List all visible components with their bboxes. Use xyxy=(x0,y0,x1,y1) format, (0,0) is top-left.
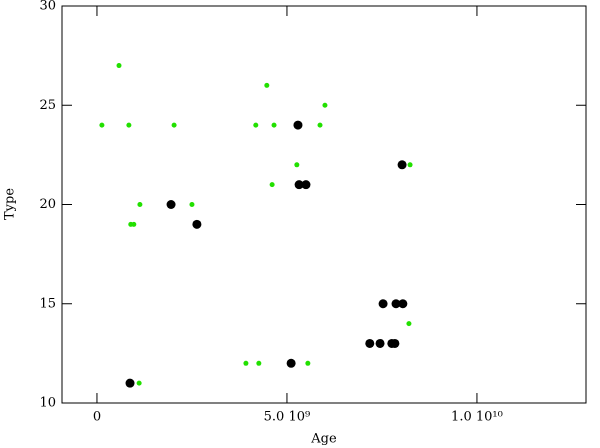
y-tick-label: 25 xyxy=(39,98,56,113)
point xyxy=(301,180,311,190)
point xyxy=(171,122,177,128)
point xyxy=(166,200,176,209)
point xyxy=(390,338,400,348)
point xyxy=(391,299,401,309)
point xyxy=(322,102,328,108)
point xyxy=(256,360,262,366)
point xyxy=(407,162,413,168)
point xyxy=(271,122,277,128)
point xyxy=(398,299,408,309)
point xyxy=(378,299,388,309)
point xyxy=(125,378,135,388)
x-tick-label: 5.0 10⁹ xyxy=(264,410,311,425)
point xyxy=(137,202,143,207)
point xyxy=(397,160,407,170)
point xyxy=(406,321,412,327)
point xyxy=(269,182,275,188)
point xyxy=(375,338,385,348)
point xyxy=(286,358,296,368)
point xyxy=(253,122,259,128)
point xyxy=(136,380,142,386)
x-axis-label: Age xyxy=(310,432,337,447)
point xyxy=(317,122,323,128)
y-tick-label: 10 xyxy=(39,396,56,411)
point xyxy=(243,360,249,366)
point xyxy=(126,122,132,128)
point xyxy=(264,82,270,88)
point xyxy=(99,122,105,128)
point xyxy=(305,360,311,366)
x-tick-label: 0 xyxy=(93,410,101,425)
point xyxy=(365,338,375,348)
point xyxy=(294,180,304,190)
y-tick-label: 20 xyxy=(39,197,56,212)
point xyxy=(116,63,122,69)
point xyxy=(189,202,195,207)
x-tick-label: 1.0 10¹⁰ xyxy=(451,410,503,425)
point xyxy=(294,162,300,168)
point xyxy=(131,221,137,227)
y-axis-label: Type xyxy=(3,188,18,220)
point xyxy=(293,120,303,130)
point xyxy=(192,219,202,229)
y-tick-label: 30 xyxy=(39,0,56,14)
y-tick-label: 15 xyxy=(39,296,56,311)
